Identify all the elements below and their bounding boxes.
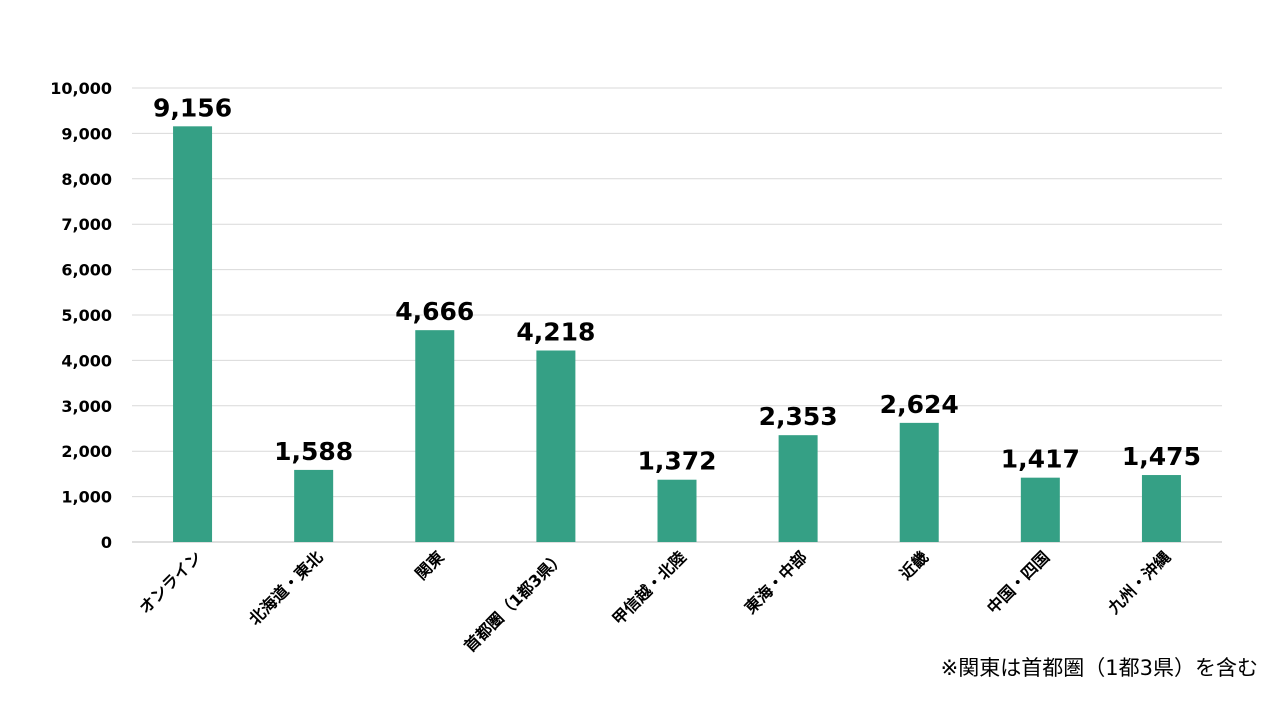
x-tick-label: 中国・四国 xyxy=(983,547,1053,617)
bar xyxy=(294,469,334,542)
y-tick-label: 2,000 xyxy=(61,442,112,461)
y-tick-label: 10,000 xyxy=(50,79,112,98)
data-label: 1,417 xyxy=(1001,445,1080,474)
bar xyxy=(415,330,455,542)
x-tick-label: 九州・沖縄 xyxy=(1104,547,1175,618)
bar xyxy=(536,350,576,542)
data-label: 2,624 xyxy=(880,390,959,419)
y-tick-label: 9,000 xyxy=(61,124,112,143)
y-tick-label: 6,000 xyxy=(61,261,112,280)
bar xyxy=(657,479,697,542)
data-label: 4,218 xyxy=(516,318,595,347)
footnote: ※関東は首都圏（1都3県）を含む xyxy=(940,656,1258,680)
bar xyxy=(778,435,818,542)
x-tick-label: 東海・中部 xyxy=(741,547,811,617)
x-tick-label: 首都圏（1都3県） xyxy=(460,547,568,655)
y-tick-label: 4,000 xyxy=(61,351,112,370)
x-tick-label: オンライン xyxy=(135,547,205,617)
y-tick-label: 8,000 xyxy=(61,170,112,189)
y-axis-ticks: 0 1,000 2,000 3,000 4,000 5,000 6,000 7,000 8,00… xyxy=(50,79,112,552)
bar xyxy=(899,422,939,542)
bar xyxy=(173,126,213,542)
bar xyxy=(1020,477,1060,542)
y-tick-label: 5,000 xyxy=(61,306,112,325)
x-tick-label: 北海道・東北 xyxy=(245,547,326,628)
x-tick-label: 関東 xyxy=(412,547,448,583)
data-labels: 9,156 1,588 4,666 4,218 1,372 2,353 2,624 1,417… xyxy=(153,93,1201,475)
data-label: 1,372 xyxy=(637,447,716,476)
data-label: 1,588 xyxy=(274,437,353,466)
data-label: 4,666 xyxy=(395,297,474,326)
data-label: 2,353 xyxy=(759,402,838,431)
data-label: 1,475 xyxy=(1122,442,1201,471)
bar xyxy=(1141,475,1181,542)
y-tick-label: 1,000 xyxy=(61,488,112,507)
y-tick-label: 3,000 xyxy=(61,397,112,416)
bars xyxy=(173,126,1181,542)
x-axis-ticks: オンライン 北海道・東北 関東 首都圏（1都3県） 甲信越・北陸 東海・中部 近畿 中国・四国… xyxy=(135,547,1174,655)
y-tick-label: 7,000 xyxy=(61,215,112,234)
x-tick-label: 甲信越・北陸 xyxy=(609,547,690,628)
y-tick-label: 0 xyxy=(101,533,112,552)
x-tick-label: 近畿 xyxy=(896,547,932,583)
data-label: 9,156 xyxy=(153,93,232,122)
